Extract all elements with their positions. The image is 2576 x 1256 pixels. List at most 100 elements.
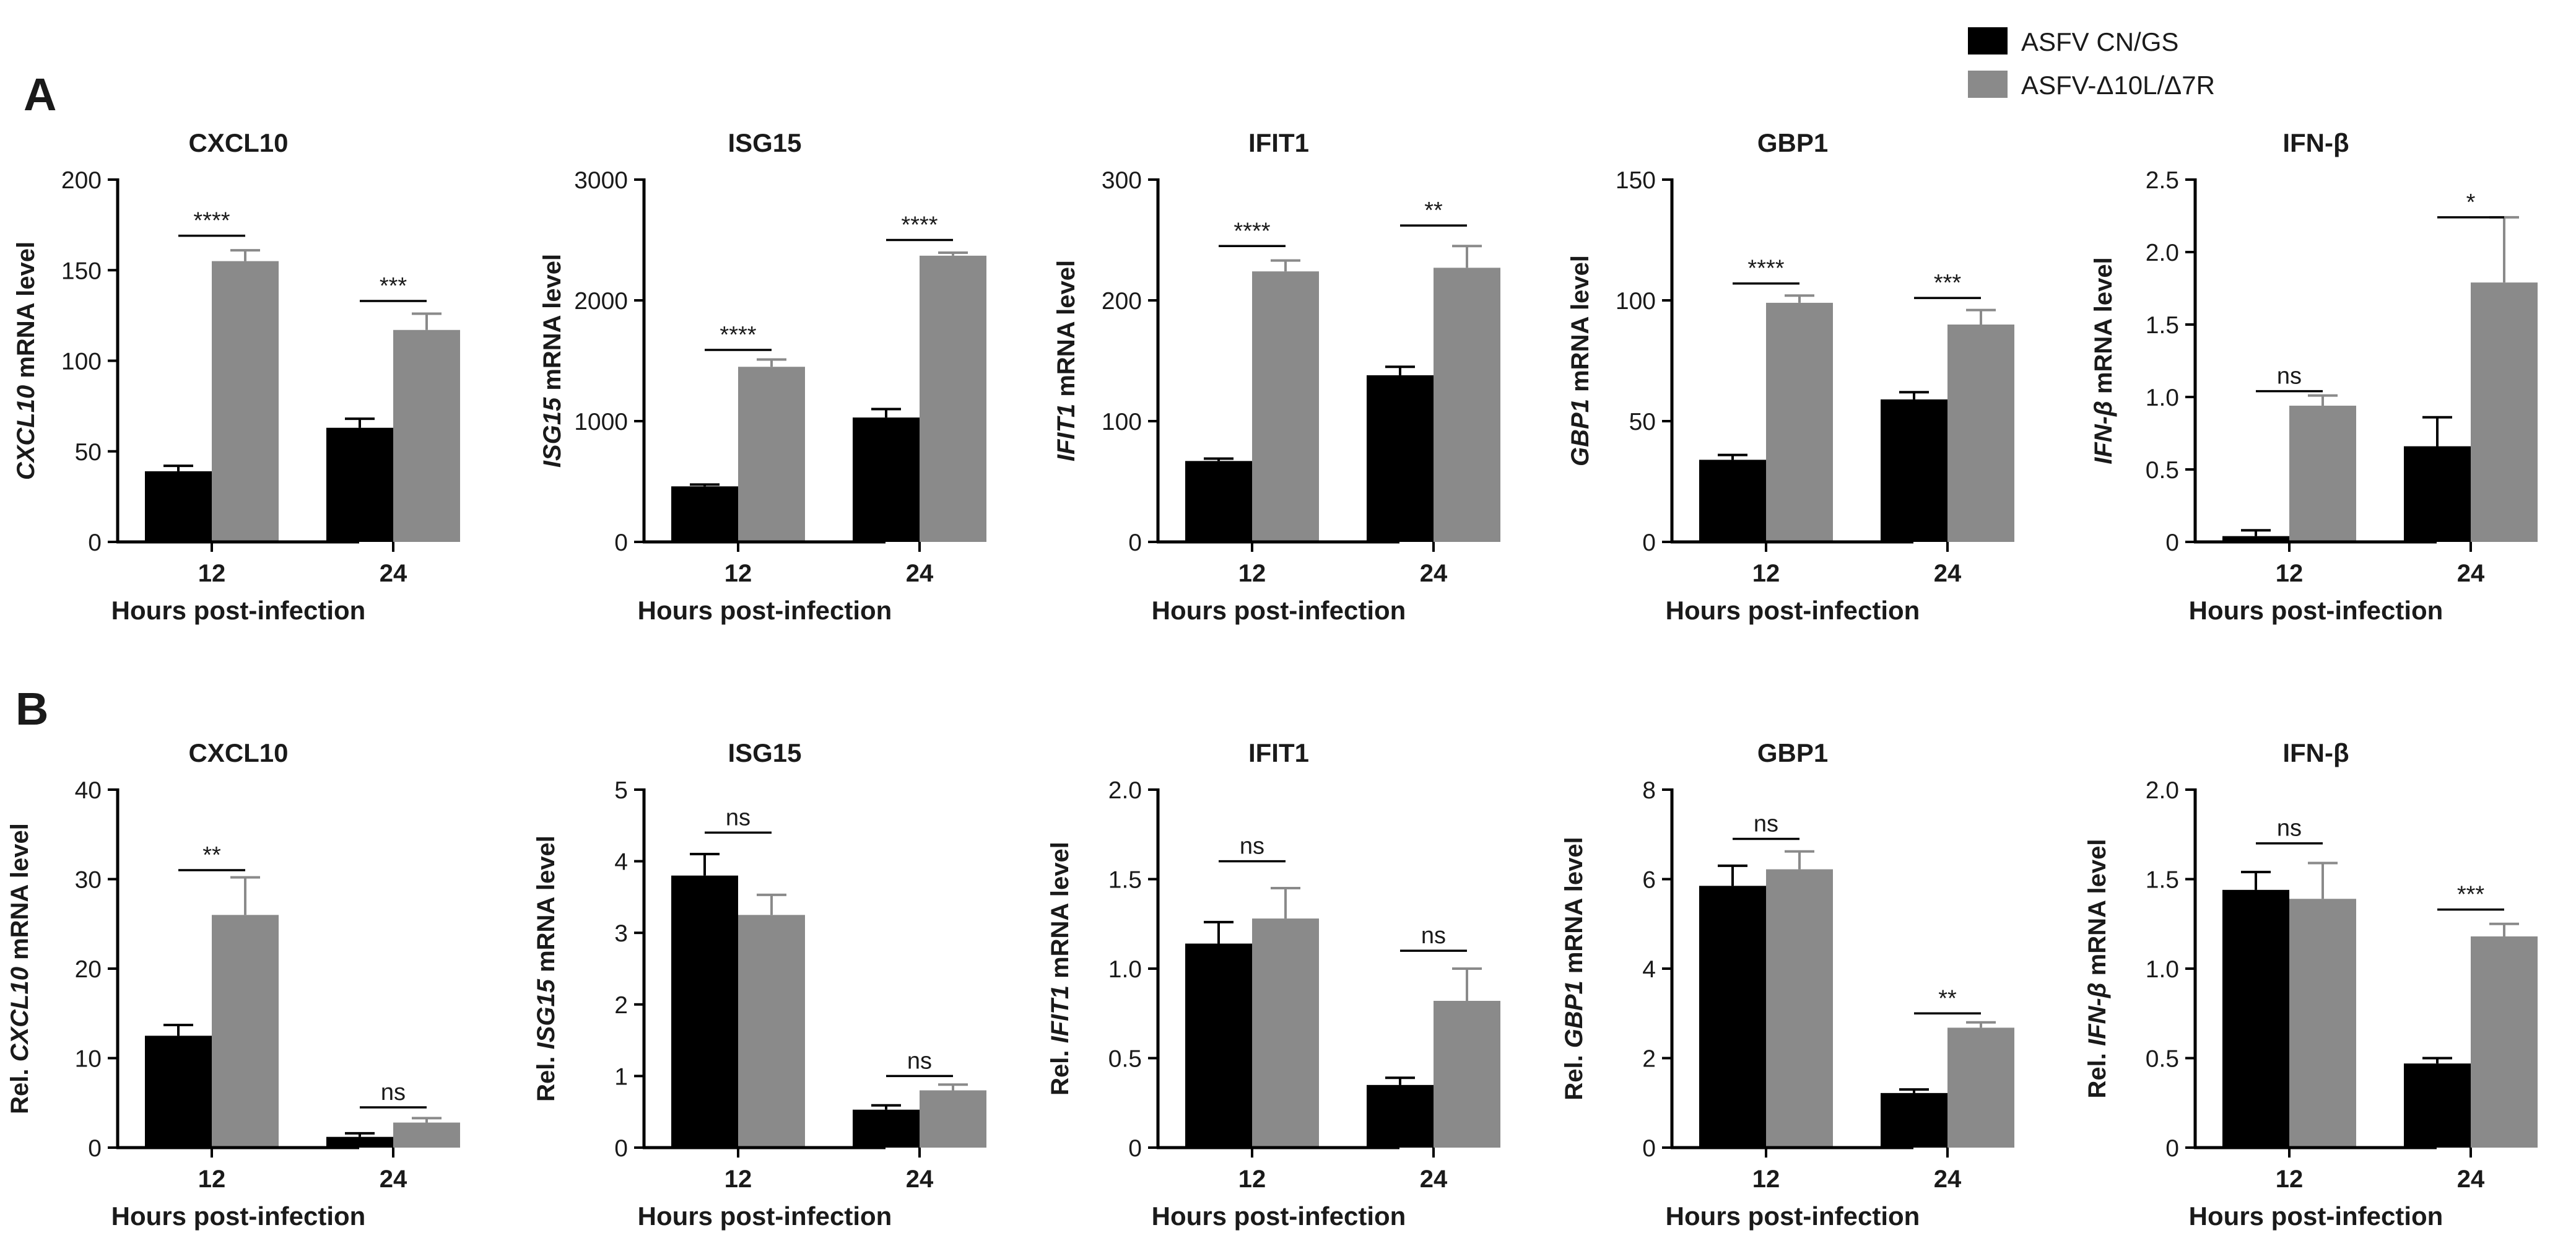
x-tick-label: 12 <box>1752 1166 1780 1193</box>
bar <box>326 427 393 542</box>
x-axis-label: Hours post-infection <box>638 596 892 625</box>
bar <box>393 329 460 542</box>
x-axis-label: Hours post-infection <box>111 596 366 625</box>
y-axis-label-prefix: Rel. <box>533 1049 560 1101</box>
y-axis-label-suffix: mRNA level <box>1046 842 1074 985</box>
y-tick-label: 0.5 <box>2146 1046 2179 1073</box>
bar <box>1947 325 2014 542</box>
y-tick-label: 3000 <box>574 167 628 194</box>
x-tick-label: 12 <box>724 560 752 587</box>
x-axis-label: Hours post-infection <box>1152 1201 1406 1231</box>
x-tick-label: 12 <box>198 1166 226 1193</box>
y-axis-label-gene: CXCL10 <box>12 385 40 480</box>
significance-label: ns <box>1240 834 1264 860</box>
y-axis-label-gene: IFIT1 <box>1053 404 1080 461</box>
bar <box>1367 375 1434 542</box>
y-axis-label: Rel. CXCL10 mRNA level <box>6 823 33 1114</box>
y-axis-label-prefix: Rel. <box>1560 1048 1588 1100</box>
x-axis-label: Hours post-infection <box>638 1201 892 1231</box>
chart-a-5: IFN-β 0 0.5 1.0 1.5 2.0 2.5 IFN-β mRNA level 12 2… <box>2090 128 2538 625</box>
y-tick-label: 2.0 <box>2146 240 2179 266</box>
chart-title: GBP1 <box>1757 738 1828 767</box>
y-axis-label-suffix: mRNA level <box>2084 839 2111 983</box>
x-tick-label: 24 <box>1934 560 1962 587</box>
y-axis-label-gene: IFN-β <box>2084 982 2111 1046</box>
y-axis-label: GBP1 mRNA level <box>1567 255 1594 466</box>
x-axis-label: Hours post-infection <box>1666 1201 1920 1231</box>
y-tick-label: 1.0 <box>2146 385 2179 411</box>
x-axis-label: Hours post-infection <box>2189 596 2443 625</box>
bar <box>212 915 279 1148</box>
bar <box>671 486 738 542</box>
y-tick-label: 100 <box>1102 409 1142 435</box>
y-tick-label: 1.5 <box>2146 312 2179 339</box>
bar <box>738 915 805 1148</box>
y-axis-label-suffix: mRNA level <box>6 823 33 967</box>
x-axis-label: Hours post-infection <box>1666 596 1920 625</box>
y-tick-label: 100 <box>1616 288 1656 315</box>
y-axis-label-gene: GBP1 <box>1567 399 1594 466</box>
bar <box>2471 282 2538 542</box>
x-tick-label: 24 <box>2457 560 2485 587</box>
chart-a-2: ISG15 0 1000 2000 3000 ISG15 mRNA level 12 24 Ho… <box>539 128 986 625</box>
bar <box>1699 460 1766 542</box>
y-tick-label: 30 <box>75 867 102 894</box>
x-tick-label: 24 <box>380 560 407 587</box>
x-axis-label: Hours post-infection <box>1152 596 1406 625</box>
bar <box>671 875 738 1148</box>
significance-label: * <box>2466 190 2476 216</box>
y-tick-label: 1.0 <box>2146 956 2179 983</box>
bar <box>2471 936 2538 1148</box>
chart-a-1: CXCL10 0 50 100 150 200 CXCL10 mRNA level 12 24 H… <box>12 128 460 625</box>
bar <box>2222 889 2289 1148</box>
y-tick-label: 0 <box>1642 530 1656 556</box>
x-tick-label: 24 <box>2457 1166 2485 1193</box>
legend-swatch-delta <box>1968 71 2008 98</box>
x-tick-label: 12 <box>2276 560 2304 587</box>
y-axis-label: Rel. ISG15 mRNA level <box>533 835 560 1102</box>
chart-a-3: IFIT1 0 100 200 300 IFIT1 mRNA level 12 24 Hours… <box>1053 128 1500 625</box>
y-axis-label-gene: IFN-β <box>2090 401 2117 464</box>
bar <box>2289 406 2356 542</box>
y-tick-label: 100 <box>61 349 102 375</box>
legend-label-delta: ASFV-Δ10L/Δ7R <box>2021 71 2215 100</box>
y-tick-label: 1 <box>614 1063 628 1090</box>
x-tick-label: 12 <box>1238 1166 1266 1193</box>
y-axis-label: Rel. GBP1 mRNA level <box>1560 837 1588 1100</box>
y-axis-label-gene: IFIT1 <box>1046 985 1074 1043</box>
chart-a-4: GBP1 0 50 100 150 GBP1 mRNA level 12 24 Hours po… <box>1567 128 2014 625</box>
panel-letter-b: B <box>15 683 48 735</box>
y-axis-label-suffix: mRNA level <box>12 242 40 385</box>
y-tick-label: 0.5 <box>1108 1046 1142 1073</box>
y-axis-label-prefix: Rel. <box>6 1062 33 1114</box>
y-tick-label: 6 <box>1642 867 1656 894</box>
bar <box>1766 869 1833 1148</box>
bar <box>1434 268 1500 542</box>
bar <box>212 261 279 542</box>
y-axis-label-gene: ISG15 <box>533 979 560 1049</box>
y-tick-label: 0.5 <box>2146 457 2179 484</box>
bar <box>1185 943 1252 1148</box>
bar <box>2404 1063 2471 1148</box>
y-tick-label: 10 <box>75 1046 102 1073</box>
legend: ASFV CN/GS ASFV-Δ10L/Δ7R <box>1968 27 2215 100</box>
y-tick-label: 3 <box>614 920 628 947</box>
chart-title: IFN-β <box>2282 738 2349 767</box>
y-axis-label-suffix: mRNA level <box>539 254 566 398</box>
y-tick-label: 0 <box>2165 1135 2179 1162</box>
significance-label: **** <box>720 322 756 348</box>
chart-title: GBP1 <box>1757 128 1828 157</box>
x-tick-label: 24 <box>1420 1166 1448 1193</box>
y-axis-label: IFIT1 mRNA level <box>1053 260 1080 461</box>
chart-title: CXCL10 <box>188 738 288 767</box>
bar <box>738 367 805 542</box>
bar <box>1252 918 1319 1148</box>
y-tick-label: 2.0 <box>2146 777 2179 804</box>
bar <box>2222 536 2289 542</box>
y-axis-label-gene: ISG15 <box>539 397 566 468</box>
y-axis-label: Rel. IFN-β mRNA level <box>2084 839 2111 1099</box>
chart-b-3: IFIT1 0 0.5 1.0 1.5 2.0 Rel. IFIT1 mRNA level 1… <box>1046 738 1500 1231</box>
y-tick-label: 2.0 <box>1108 777 1142 804</box>
